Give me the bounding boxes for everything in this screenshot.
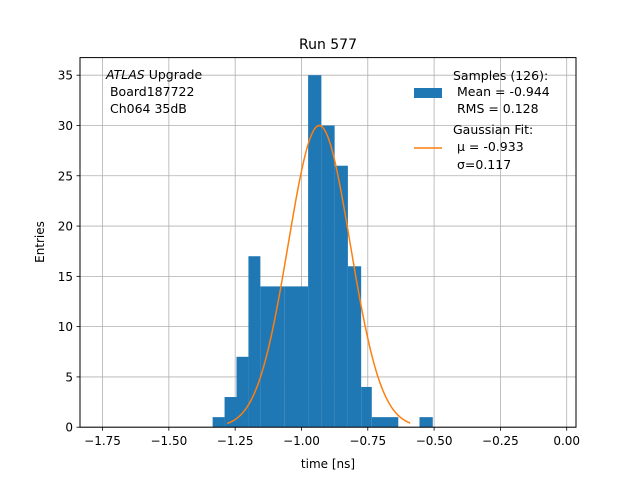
legend-samples-patch [414, 88, 442, 98]
x-tick-label: −1.00 [283, 434, 320, 448]
x-tick-label: −1.50 [150, 434, 187, 448]
histogram-bar [260, 286, 285, 428]
svg-text:ATLAS Upgrade: ATLAS Upgrade [105, 67, 202, 82]
annotation-italic: ATLAS [105, 67, 145, 82]
legend-samples-title: Samples (126): [453, 68, 548, 83]
histogram-bar [361, 386, 372, 428]
x-tick-label: −1.25 [217, 434, 254, 448]
histogram-bar [419, 417, 433, 428]
legend-fit-mu: μ = -0.933 [453, 139, 524, 154]
histogram-bar [212, 417, 225, 428]
histogram-bar [371, 417, 399, 428]
y-tick-label: 20 [58, 220, 73, 234]
histogram-bar [347, 266, 362, 428]
y-tick-label: 10 [58, 320, 73, 334]
chart-title: Run 577 [299, 37, 357, 53]
histogram-bar [224, 397, 237, 428]
histogram-bar [321, 125, 335, 428]
y-tick-label: 30 [58, 119, 73, 133]
y-tick-label: 0 [65, 421, 73, 435]
gaussian-fit-curve [226, 124, 411, 425]
x-axis-label: time [ns] [301, 457, 355, 471]
legend-samples-mean: Mean = -0.944 [453, 84, 550, 99]
annotation-channel: Ch064 35dB [106, 101, 187, 116]
histogram-bar [308, 75, 322, 428]
x-tick-label: −0.75 [349, 434, 386, 448]
y-tick-label: 25 [58, 169, 73, 183]
plot-frame [79, 57, 577, 428]
legend-samples-rms: RMS = 0.128 [453, 101, 539, 116]
histogram-bar [248, 256, 261, 428]
gaussian-fit [226, 124, 411, 425]
legend-fit-sigma: σ=0.117 [453, 157, 511, 172]
histogram-bar [334, 165, 348, 428]
histogram-bar [236, 356, 249, 428]
annotation-rest: Upgrade [145, 67, 203, 82]
atlas-annotation: ATLAS Upgrade Board187722 Ch064 35dB [105, 67, 202, 116]
y-tick-label: 5 [65, 370, 73, 384]
x-tick-label: 0.00 [553, 434, 580, 448]
annotation-board: Board187722 [106, 84, 194, 99]
legend: Samples (126): Mean = -0.944 RMS = 0.128… [414, 68, 550, 172]
x-tick-label: −1.75 [84, 434, 121, 448]
legend-fit-title: Gaussian Fit: [453, 122, 533, 137]
histogram-bar [284, 286, 309, 428]
y-axis-label: Entries [33, 221, 47, 263]
x-tick-label: −0.50 [416, 434, 453, 448]
x-tick-label: −0.25 [482, 434, 519, 448]
y-tick-label: 35 [58, 69, 73, 83]
y-axis-ticks: 0 5 10 15 20 25 30 35 [58, 69, 80, 435]
y-tick-label: 15 [58, 270, 73, 284]
histogram-bars [212, 75, 433, 428]
x-axis-ticks: −1.75 −1.50 −1.25 −1.00 −0.75 −0.50 −0.25 0.00 [84, 427, 580, 448]
